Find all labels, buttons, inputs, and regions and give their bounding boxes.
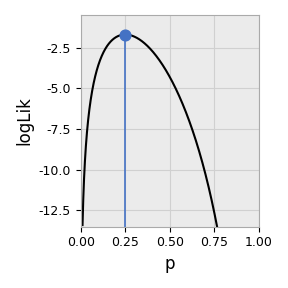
X-axis label: p: p	[165, 255, 175, 273]
Point	[123, 32, 128, 37]
Y-axis label: logLik: logLik	[15, 96, 33, 145]
